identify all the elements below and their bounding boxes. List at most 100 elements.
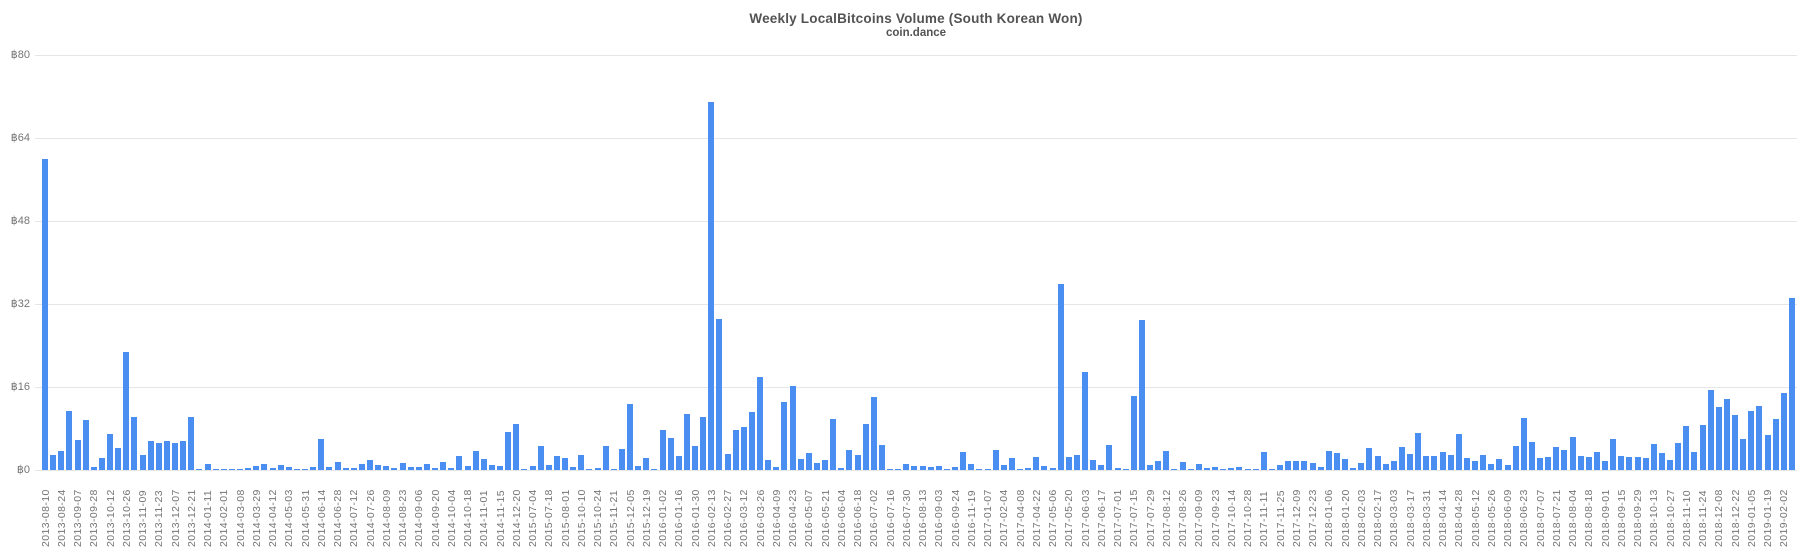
volume-bar[interactable] bbox=[1390, 461, 1397, 470]
volume-bar[interactable] bbox=[1545, 457, 1552, 470]
volume-bar[interactable] bbox=[1431, 455, 1438, 470]
volume-bar[interactable] bbox=[1049, 467, 1056, 470]
volume-bar[interactable] bbox=[1439, 451, 1446, 470]
volume-bar[interactable] bbox=[448, 467, 455, 470]
volume-bar[interactable] bbox=[1667, 460, 1673, 470]
volume-bar[interactable] bbox=[553, 455, 560, 470]
volume-bar[interactable] bbox=[570, 467, 577, 470]
volume-bar[interactable] bbox=[399, 463, 406, 470]
volume-bar[interactable] bbox=[163, 441, 170, 470]
volume-bar[interactable] bbox=[50, 455, 57, 470]
volume-bar[interactable] bbox=[1301, 460, 1308, 470]
volume-bar[interactable] bbox=[838, 468, 845, 470]
volume-bar[interactable] bbox=[269, 467, 276, 470]
volume-bar[interactable] bbox=[1472, 460, 1478, 470]
volume-bar[interactable] bbox=[1593, 452, 1600, 470]
volume-bar[interactable] bbox=[123, 352, 130, 470]
volume-bar[interactable] bbox=[1358, 463, 1365, 470]
volume-bar[interactable] bbox=[107, 434, 113, 470]
volume-bar[interactable] bbox=[732, 429, 739, 470]
volume-bar[interactable] bbox=[1707, 389, 1714, 470]
volume-bar[interactable] bbox=[643, 458, 650, 470]
volume-bar[interactable] bbox=[1658, 452, 1665, 470]
volume-bar[interactable] bbox=[602, 445, 609, 470]
volume-bar[interactable] bbox=[1423, 455, 1430, 470]
volume-bar[interactable] bbox=[172, 442, 178, 470]
volume-bar[interactable] bbox=[407, 466, 414, 470]
volume-bar[interactable] bbox=[1130, 395, 1137, 470]
volume-bar[interactable] bbox=[1577, 455, 1584, 470]
volume-bar[interactable] bbox=[1171, 469, 1178, 470]
volume-bar[interactable] bbox=[960, 452, 967, 470]
volume-bar[interactable] bbox=[716, 319, 723, 470]
volume-bar[interactable] bbox=[131, 417, 138, 470]
volume-bar[interactable] bbox=[757, 376, 763, 470]
volume-bar[interactable] bbox=[440, 461, 447, 470]
volume-bar[interactable] bbox=[1138, 319, 1145, 470]
volume-bar[interactable] bbox=[1025, 468, 1032, 470]
volume-bar[interactable] bbox=[1106, 445, 1113, 470]
volume-bar[interactable] bbox=[1033, 457, 1040, 470]
volume-bar[interactable] bbox=[456, 455, 463, 470]
volume-bar[interactable] bbox=[1236, 467, 1243, 470]
volume-bar[interactable] bbox=[318, 439, 325, 470]
volume-bar[interactable] bbox=[1244, 469, 1251, 470]
volume-bar[interactable] bbox=[1000, 465, 1007, 470]
volume-bar[interactable] bbox=[98, 457, 105, 470]
volume-bar[interactable] bbox=[797, 459, 804, 470]
volume-bar[interactable] bbox=[90, 467, 97, 470]
volume-bar[interactable] bbox=[1350, 467, 1357, 470]
volume-bar[interactable] bbox=[1463, 458, 1470, 470]
volume-bar[interactable] bbox=[1756, 405, 1763, 470]
volume-bar[interactable] bbox=[358, 463, 365, 470]
volume-bar[interactable] bbox=[220, 468, 227, 470]
volume-bar[interactable] bbox=[1098, 464, 1105, 470]
volume-bar[interactable] bbox=[724, 453, 731, 470]
volume-bar[interactable] bbox=[1293, 460, 1300, 470]
volume-bar[interactable] bbox=[155, 443, 162, 470]
volume-bar[interactable] bbox=[1057, 283, 1064, 470]
volume-bar[interactable] bbox=[992, 449, 999, 470]
volume-bar[interactable] bbox=[903, 464, 910, 470]
volume-bar[interactable] bbox=[968, 464, 975, 470]
volume-bar[interactable] bbox=[245, 468, 252, 470]
volume-bar[interactable] bbox=[618, 448, 625, 470]
volume-bar[interactable] bbox=[1017, 469, 1023, 470]
volume-bar[interactable] bbox=[1285, 460, 1292, 470]
volume-bar[interactable] bbox=[1699, 425, 1706, 470]
volume-bar[interactable] bbox=[773, 466, 780, 470]
volume-bar[interactable] bbox=[1277, 465, 1283, 470]
volume-bar[interactable] bbox=[464, 466, 471, 470]
volume-bar[interactable] bbox=[765, 460, 772, 470]
volume-bar[interactable] bbox=[1073, 455, 1080, 470]
volume-bar[interactable] bbox=[42, 158, 48, 470]
volume-bar[interactable] bbox=[432, 467, 438, 470]
volume-bar[interactable] bbox=[887, 469, 893, 470]
volume-bar[interactable] bbox=[334, 462, 341, 470]
volume-bar[interactable] bbox=[1147, 464, 1153, 470]
volume-bar[interactable] bbox=[1602, 460, 1608, 470]
volume-bar[interactable] bbox=[391, 467, 398, 470]
volume-bar[interactable] bbox=[927, 467, 934, 470]
volume-bar[interactable] bbox=[139, 455, 146, 470]
volume-bar[interactable] bbox=[375, 464, 382, 470]
volume-bar[interactable] bbox=[1528, 441, 1535, 470]
volume-bar[interactable] bbox=[1537, 458, 1543, 470]
volume-bar[interactable] bbox=[1675, 442, 1682, 470]
volume-bar[interactable] bbox=[1626, 457, 1633, 470]
volume-bar[interactable] bbox=[66, 410, 73, 470]
volume-bar[interactable] bbox=[805, 453, 812, 470]
volume-bar[interactable] bbox=[943, 469, 950, 470]
volume-bar[interactable] bbox=[383, 466, 390, 470]
volume-bar[interactable] bbox=[1634, 457, 1641, 470]
volume-bar[interactable] bbox=[976, 468, 983, 470]
volume-bar[interactable] bbox=[683, 414, 690, 470]
volume-bar[interactable] bbox=[1195, 464, 1202, 470]
volume-bar[interactable] bbox=[562, 458, 568, 470]
volume-bar[interactable] bbox=[895, 468, 902, 470]
volume-bar[interactable] bbox=[708, 102, 715, 470]
volume-bar[interactable] bbox=[1187, 469, 1194, 470]
volume-bar[interactable] bbox=[302, 469, 308, 470]
volume-bar[interactable] bbox=[870, 396, 877, 470]
volume-bar[interactable] bbox=[237, 469, 243, 470]
